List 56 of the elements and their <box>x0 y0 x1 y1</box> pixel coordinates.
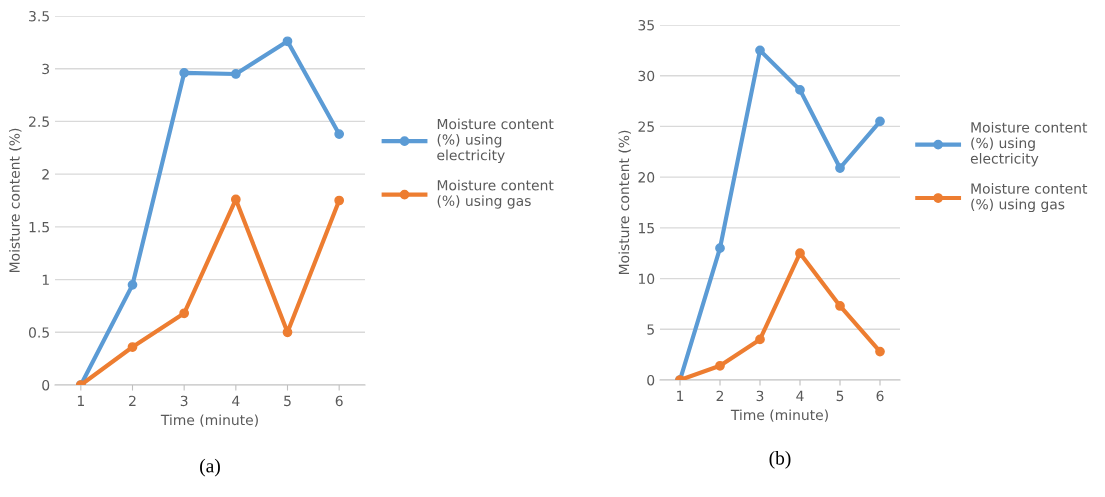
x-axis-title: Time (minute) <box>730 409 828 422</box>
point <box>334 129 345 139</box>
y-tick-label: 30 <box>638 70 655 82</box>
legend-label: Moisture content (%) using electricity <box>437 118 554 164</box>
point <box>755 45 765 56</box>
point <box>715 243 725 254</box>
y-tick-label: 10 <box>638 273 655 285</box>
y-tick-label: 2 <box>42 169 49 180</box>
x-tick-label: 3 <box>756 390 764 402</box>
x-tick-label: 2 <box>129 395 136 406</box>
y-tick-label: 2.5 <box>29 116 49 127</box>
y-tick-label: 0 <box>42 379 50 391</box>
y-tick-label: 5 <box>647 324 654 335</box>
y-tick-label: 0.5 <box>28 327 49 338</box>
y-tick-label: 1 <box>42 274 49 285</box>
y-tick-label: 0 <box>647 374 655 386</box>
y-tick-label: 35 <box>638 19 654 31</box>
point <box>795 85 805 95</box>
y-tick-label: 15 <box>638 223 654 234</box>
x-tick-label: 4 <box>232 395 240 406</box>
y-axis-title: Moisture content (%) <box>9 128 22 273</box>
point <box>179 68 190 78</box>
x-tick-label: 1 <box>77 395 84 406</box>
y-tick-label: 3.5 <box>29 10 49 22</box>
point <box>715 360 725 371</box>
x-tick-label: 6 <box>335 395 343 407</box>
x-tick-label: 3 <box>180 395 188 407</box>
point <box>755 334 765 345</box>
y-axis-title: Moisture content (%) <box>618 130 631 275</box>
point <box>334 195 345 206</box>
point <box>230 69 241 79</box>
x-tick-label: 1 <box>677 390 684 401</box>
x-tick-label: 2 <box>716 390 724 401</box>
legend-label: Moisture content (%) using gas <box>971 183 1088 213</box>
point <box>179 308 190 319</box>
point <box>875 116 885 127</box>
point <box>795 248 805 259</box>
x-tick-label: 6 <box>876 390 884 402</box>
x-tick-label: 5 <box>284 395 291 407</box>
y-tick-label: 3 <box>42 63 50 75</box>
point <box>282 36 293 47</box>
x-tick-label: 5 <box>836 390 844 402</box>
legend-label: Moisture content (%) using electricity <box>970 121 1088 167</box>
x-axis-title: Time (minute) <box>160 414 258 427</box>
point <box>875 346 885 357</box>
text: (a) <box>200 458 220 477</box>
x-tick-label: 4 <box>796 390 804 401</box>
y-tick-label: 25 <box>638 121 654 132</box>
y-tick-label: 1.5 <box>29 222 49 233</box>
legend-label: Moisture content (%) using gas <box>437 179 554 209</box>
point <box>835 301 845 311</box>
text: (b) <box>769 451 791 469</box>
y-tick-label: 20 <box>638 172 655 183</box>
point <box>835 163 845 173</box>
point <box>127 279 138 290</box>
point <box>127 342 138 352</box>
